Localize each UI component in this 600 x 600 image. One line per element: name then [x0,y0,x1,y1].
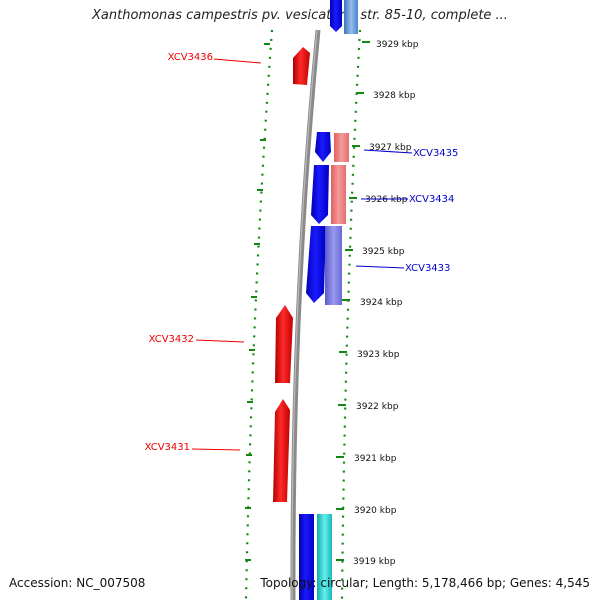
forward-gene-top [330,0,342,32]
genome-backbone [290,29,321,600]
cog-feature-slate [325,226,342,305]
tick-label-3926: 3926 kbp [365,195,408,205]
gene-label-xcv3434[interactable]: XCV3434 [409,194,454,205]
forward-gene-xcv3434 [311,165,329,224]
forward-gene-bottom [299,514,314,600]
leader-xcv3435 [363,149,413,154]
forward-gene-xcv3435 [315,132,331,162]
leader-xcv3431 [191,448,241,451]
tick-label-3921: 3921 kbp [354,454,397,464]
accession-text: Accession: NC_007508 [9,576,146,590]
tick-label-3927: 3927 kbp [369,143,412,153]
tick-label-3924: 3924 kbp [360,298,403,308]
cog-feature-salmon-2 [331,165,346,224]
leader-xcv3436 [213,58,262,64]
tick-label-3919: 3919 kbp [353,557,396,567]
leader-xcv3433 [355,265,405,269]
tick-label-3925: 3925 kbp [362,247,405,257]
tick-label-3920: 3920 kbp [354,506,397,516]
forward-gene-xcv3433 [306,226,326,303]
reverse-gene-xcv3431 [273,399,290,502]
tick-label-3922: 3922 kbp [356,402,399,412]
kbp-ticks [336,41,370,561]
outer-ring-ticks [245,43,270,561]
gene-label-xcv3432[interactable]: XCV3432 [149,334,194,345]
tick-label-3929: 3929 kbp [376,40,419,50]
gene-label-xcv3431[interactable]: XCV3431 [145,442,190,453]
topology-text: Topology: circular; Length: 5,178,466 bp… [260,576,590,590]
outer-dotted-ring [244,29,274,600]
reverse-gene-xcv3432 [275,305,293,383]
cog-feature-top [344,0,358,34]
cog-feature-salmon-1 [334,133,349,162]
map-title: Xanthomonas campestris pv. vesicatoria s… [92,8,508,23]
genome-backbone-highlight [291,29,318,600]
leader-xcv3432 [195,339,245,343]
gene-label-xcv3436[interactable]: XCV3436 [168,52,213,63]
reverse-gene-xcv3436 [293,47,310,85]
gene-label-xcv3435[interactable]: XCV3435 [413,148,458,159]
cog-feature-cyan [317,514,332,600]
tick-label-3928: 3928 kbp [373,91,416,101]
gene-label-xcv3433[interactable]: XCV3433 [405,263,450,274]
tick-label-3923: 3923 kbp [357,350,400,360]
